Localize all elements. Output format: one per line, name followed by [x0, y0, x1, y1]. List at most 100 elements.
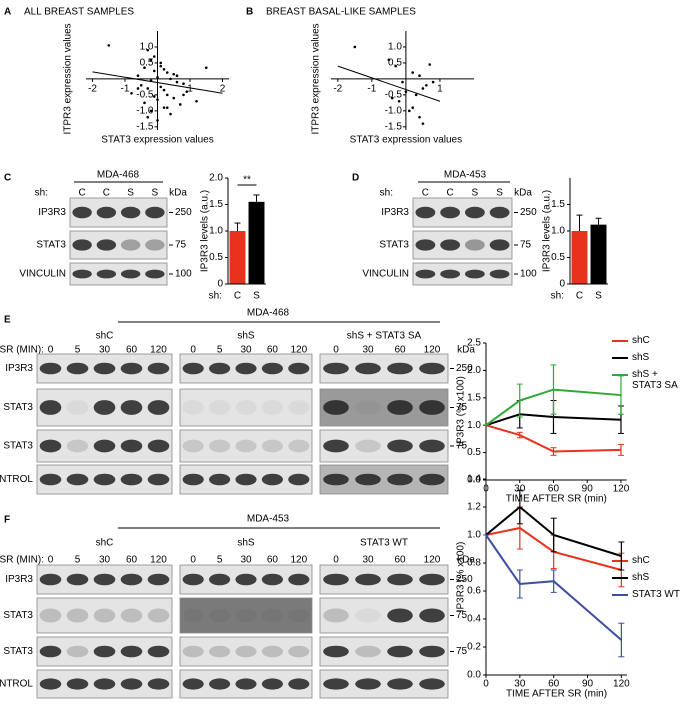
point: [156, 76, 159, 79]
point: [143, 101, 146, 105]
band: [96, 269, 117, 279]
point: [156, 119, 159, 122]
band: [415, 269, 436, 279]
group-label: shS + STAT3 SA: [347, 331, 422, 342]
band: [464, 206, 485, 219]
size-marker: 75: [175, 240, 187, 251]
band: [120, 269, 141, 279]
panel-letter: B: [246, 7, 253, 18]
y-tick-label: 0.5: [388, 58, 402, 69]
lane-label: 0: [48, 555, 54, 566]
band: [261, 608, 283, 623]
significance: **: [243, 175, 251, 186]
band: [419, 400, 445, 415]
legend-entry: STAT3 WT: [632, 589, 680, 600]
x-tick-label: 30: [514, 679, 526, 690]
blot-strip: [412, 262, 513, 286]
band: [261, 678, 283, 690]
point: [146, 48, 150, 52]
band: [387, 678, 413, 690]
lane-label: S: [152, 188, 159, 199]
band: [120, 608, 143, 623]
y-tick-label: 1.4: [467, 474, 481, 485]
point: [394, 64, 397, 68]
band: [66, 678, 89, 690]
band: [355, 439, 381, 453]
y-tick-label: 1.0: [467, 420, 481, 431]
x-axis-label: TIME AFTER SR (min): [506, 494, 607, 505]
band: [209, 608, 231, 623]
band: [235, 439, 257, 453]
axis-label: sh:: [551, 291, 564, 302]
point: [418, 74, 421, 78]
x-tick-label: 2: [220, 84, 226, 95]
point: [169, 77, 172, 81]
band: [235, 645, 257, 658]
band: [209, 573, 231, 586]
lane-label: 60: [126, 555, 138, 566]
size-marker: 75: [456, 441, 468, 452]
fit-line: [92, 71, 223, 94]
band: [464, 269, 485, 279]
x-tick-label: -1: [367, 84, 376, 95]
band: [182, 362, 204, 375]
y-tick-label: 0.5: [209, 252, 223, 263]
band: [66, 608, 89, 623]
lane-header: sh:: [380, 188, 393, 199]
blot-strip: [179, 597, 313, 634]
band: [387, 473, 413, 486]
point: [162, 106, 166, 109]
band: [288, 645, 310, 658]
band: [323, 608, 349, 623]
lane-label: 60: [267, 345, 279, 356]
kda-label: kDa: [514, 188, 532, 199]
x-tick-label: -1: [121, 84, 130, 95]
y-tick-label: 0.5: [551, 252, 565, 263]
band: [235, 400, 257, 415]
band: [235, 608, 257, 623]
legend-entry: shC: [632, 555, 650, 566]
point: [414, 93, 418, 97]
band: [39, 473, 62, 486]
band: [120, 400, 143, 415]
size-marker: 75: [456, 610, 468, 621]
size-marker: 75: [456, 646, 468, 657]
point: [143, 66, 146, 70]
y-axis-label: IP3R3 levels (a.u.): [542, 190, 553, 272]
point: [175, 74, 179, 78]
band: [145, 206, 165, 219]
point: [149, 109, 153, 113]
band: [147, 473, 170, 486]
band: [261, 573, 283, 586]
blot-strip: [179, 388, 313, 427]
x-tick-label: 120: [613, 679, 630, 690]
x-axis-label: STAT3 expression values: [101, 135, 213, 146]
group-label: shC: [96, 331, 114, 342]
point: [411, 106, 415, 109]
bar: [590, 224, 607, 284]
point: [401, 80, 404, 84]
band: [72, 269, 92, 279]
lane-label: 30: [99, 345, 111, 356]
band: [93, 608, 116, 623]
blot-strip: [36, 597, 173, 634]
legend-entry: shS + STAT3 SA: [632, 369, 678, 391]
cell-line: MDA-453: [247, 514, 290, 525]
band: [120, 473, 143, 486]
band: [355, 400, 381, 415]
band: [93, 362, 116, 375]
band: [355, 645, 381, 658]
x-tick-label: 1: [437, 84, 443, 95]
point: [152, 55, 156, 58]
y-tick-label: 1.0: [551, 226, 565, 237]
size-marker: 250: [175, 207, 192, 218]
band: [93, 400, 116, 415]
band: [120, 645, 143, 658]
band: [419, 473, 445, 486]
bar: [229, 231, 246, 284]
legend-entry: shS: [632, 572, 649, 583]
row-label: PS STAT3: [0, 402, 33, 413]
band: [72, 239, 92, 251]
band: [39, 608, 62, 623]
band: [120, 678, 143, 690]
